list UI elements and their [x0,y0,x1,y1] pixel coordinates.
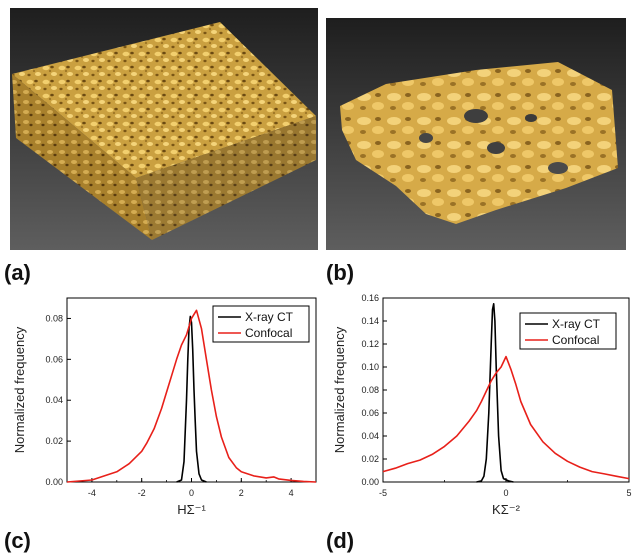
render-image-a [10,8,318,250]
chart-c-xtick-label: 4 [289,488,294,498]
chart-d-ytick-label: 0.08 [361,385,379,395]
chart-c-ytick-label: 0.02 [45,436,63,446]
render-a-svg [10,8,318,250]
chart-c-ytick-label: 0.00 [45,477,63,487]
chart-d-ytick-label: 0.02 [361,454,379,464]
chart-d-legend-box [519,312,617,350]
chart-c-xlabel: HΣ⁻¹ [177,502,206,517]
chart-d-ytick-label: 0.00 [361,477,379,487]
chart-c-series-confocal [66,309,317,483]
chart-d-xlabel: KΣ⁻² [492,502,521,517]
chart-d-xtick-label: 0 [503,488,508,498]
chart-d-ytick-label: 0.04 [361,431,379,441]
chart-d-xtick-label: -5 [379,488,387,498]
chart-c-xtick-label: 0 [189,488,194,498]
chart-d-ytick-label: 0.12 [361,339,379,349]
chart-c-ylabel: Normalized frequency [12,326,27,453]
chart-d-xtick-label: 5 [626,488,631,498]
chart-c-xtick-label: -2 [138,488,146,498]
panel-label-d: (d) [326,528,355,553]
chart-c-series-xray [176,315,207,483]
panel-label-b: (b) [326,260,355,285]
chart-c-legend: X-ray CT Confocal [212,305,310,343]
chart-d-series-confocal [382,355,630,480]
panel-label-a: (a) [4,260,31,285]
chart-d-legend-label: Confocal [552,333,599,347]
chart-d-ytick-label: 0.14 [361,316,379,326]
chart-d-ytick-label: 0.16 [361,293,379,303]
chart-c-ytick-label: 0.04 [45,395,63,405]
chart-c-legend-label: Confocal [245,326,292,340]
chart-d-ylabel: Normalized frequency [332,326,347,453]
chart-c-ytick-label: 0.06 [45,354,63,364]
chart-c-xtick-label: -4 [88,488,96,498]
render-b-svg [326,18,626,250]
chart-d-ytick-label: 0.06 [361,408,379,418]
panel-label-c: (c) [4,528,31,553]
chart-c-xtick-label: 2 [239,488,244,498]
chart-c-legend-label: X-ray CT [245,310,294,324]
chart-d: -5 0 5 0.00 0.02 0.04 0.06 0.08 0.10 0.12 0.14 0.16… [332,293,632,517]
chart-d-ytick-label: 0.10 [361,362,379,372]
chart-c: -4 -2 0 2 4 0.00 0.02 0.04 0.06 0.08 HΣ⁻¹ Normalize… [12,297,317,517]
chart-c-ytick-label: 0.08 [45,313,63,323]
chart-d-series-xray [476,302,514,483]
render-image-b [326,18,626,250]
chart-c-legend-box [212,305,310,343]
chart-d-legend-label: X-ray CT [552,317,601,331]
chart-d-legend: X-ray CT Confocal [519,312,617,350]
